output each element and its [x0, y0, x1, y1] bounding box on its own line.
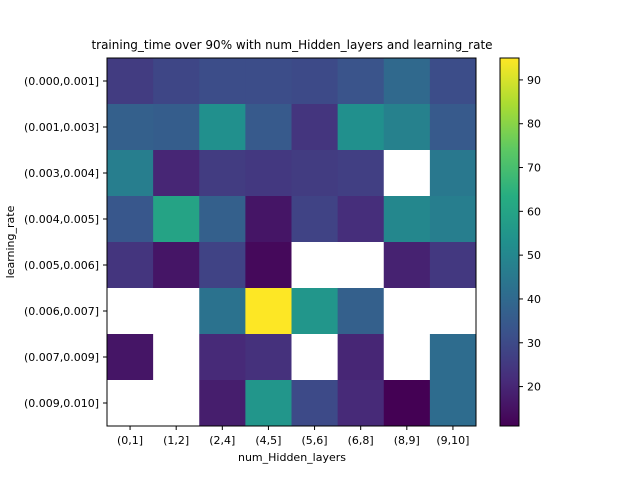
heatmap-cell [337, 104, 385, 151]
x-tick-label: (9,10] [436, 434, 469, 447]
x-tick-label: (2,4] [209, 434, 235, 447]
heatmap-cell [429, 242, 477, 289]
y-tick-label: (0.001,0.003] [24, 121, 99, 134]
heatmap-cell [291, 288, 339, 335]
heatmap-cell [153, 58, 200, 105]
heatmap-cell [291, 196, 339, 243]
heatmap-cell [199, 196, 246, 243]
colorbar: 20 30 40 50 60 70 80 90 [499, 57, 541, 427]
heatmap-cell [291, 334, 339, 381]
heatmap-cell [199, 242, 246, 289]
plot-frame [106, 57, 477, 427]
colorbar-tick-label: 40 [527, 293, 541, 306]
heatmap-cell [383, 288, 431, 335]
heatmap-cell [107, 242, 154, 289]
heatmap-cell [429, 58, 477, 105]
heatmap-cell [245, 104, 293, 151]
heatmap-cell [291, 242, 339, 289]
y-tick-label: (0.007,0.009] [24, 351, 99, 364]
heatmap-cell [245, 58, 293, 105]
colorbar-tick-label: 80 [527, 118, 541, 131]
x-tick-label: (4,5] [255, 434, 281, 447]
heatmap-cell [337, 334, 385, 381]
y-tick-label: (0.006,0.007] [24, 305, 99, 318]
heatmap-cell [245, 242, 293, 289]
heatmap-cell [107, 58, 154, 105]
y-tick-label: (0.003,0.004] [24, 167, 99, 180]
heatmap-cell [383, 150, 431, 197]
heatmap-cell [107, 150, 154, 197]
heatmap-cell [153, 150, 200, 197]
heatmap-cell [383, 242, 431, 289]
heatmap-cell [337, 380, 385, 427]
x-tick-label: (1,2] [163, 434, 189, 447]
heatmap-cell [337, 150, 385, 197]
colorbar-tick-label: 20 [527, 381, 541, 394]
heatmap-cells [107, 58, 477, 427]
heatmap-cell [153, 380, 200, 427]
heatmap-cell [245, 196, 293, 243]
heatmap-cell [199, 288, 246, 335]
x-tick-label: (5,6] [302, 434, 328, 447]
y-tick-label: (0.004,0.005] [24, 213, 99, 226]
heatmap-cell [429, 104, 477, 151]
heatmap-cell [245, 150, 293, 197]
chart-title: training_time over 90% with num_Hidden_l… [91, 38, 492, 52]
heatmap-cell [383, 104, 431, 151]
colorbar-tick-label: 70 [527, 162, 541, 175]
colorbar-tick-label: 60 [527, 205, 541, 218]
heatmap-cell [245, 288, 293, 335]
y-axis-label: learning_rate [4, 205, 17, 278]
heatmap-cell [245, 334, 293, 381]
heatmap-cell [383, 380, 431, 427]
heatmap-cell [199, 58, 246, 105]
y-tick-label: (0.009,0.010] [24, 397, 99, 410]
heatmap-cell [429, 196, 477, 243]
x-axis-label: num_Hidden_layers [238, 451, 346, 464]
heatmap-cell [153, 242, 200, 289]
heatmap-cell [337, 196, 385, 243]
heatmap-cell [153, 196, 200, 243]
x-tick-label: (8,9] [394, 434, 420, 447]
heatmap-cell [245, 380, 293, 427]
x-axis-ticks: (0,1] (1,2] (2,4] (4,5] (5,6] (6,8] (8,9] (9,10… [117, 426, 469, 447]
heatmap-cell [153, 104, 200, 151]
heatmap-cell [383, 58, 431, 105]
heatmap-cell [199, 380, 246, 427]
heatmap-cell [291, 150, 339, 197]
x-tick-label: (6,8] [348, 434, 374, 447]
heatmap-cell [107, 380, 154, 427]
heatmap-cell [291, 104, 339, 151]
heatmap-cell [107, 196, 154, 243]
heatmap-cell [429, 288, 477, 335]
heatmap-cell [291, 58, 339, 105]
heatmap-cell [337, 242, 385, 289]
colorbar-tick-label: 30 [527, 337, 541, 350]
x-tick-label: (0,1] [117, 434, 143, 447]
heatmap-cell [153, 334, 200, 381]
heatmap-cell [429, 150, 477, 197]
heatmap-cell [291, 380, 339, 427]
heatmap-cell [199, 150, 246, 197]
heatmap-cell [107, 104, 154, 151]
colorbar-gradient [500, 58, 519, 426]
heatmap-cell [107, 288, 154, 335]
heatmap-cell [337, 58, 385, 105]
colorbar-tick-label: 50 [527, 249, 541, 262]
y-tick-label: (0.000,0.001] [24, 75, 99, 88]
heatmap-cell [153, 288, 200, 335]
heatmap-cell [429, 380, 477, 427]
heatmap-cell [199, 334, 246, 381]
heatmap-cell [199, 104, 246, 151]
heatmap-cell [337, 288, 385, 335]
y-tick-label: (0.005,0.006] [24, 259, 99, 272]
heatmap-cell [383, 196, 431, 243]
colorbar-tick-label: 90 [527, 74, 541, 87]
heatmap-cell [107, 334, 154, 381]
heatmap-cell [383, 334, 431, 381]
heatmap-cell [429, 334, 477, 381]
colorbar-frame [499, 57, 520, 427]
y-axis-ticks: (0.000,0.001] (0.001,0.003] (0.003,0.004] (… [24, 75, 107, 410]
